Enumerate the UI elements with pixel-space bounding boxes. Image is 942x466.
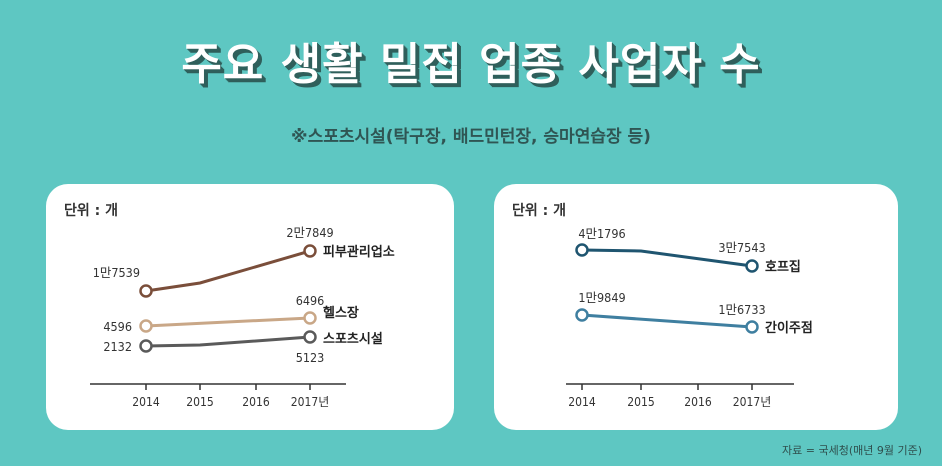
data-point-left	[139, 339, 153, 353]
data-label-right: 1만6733	[718, 302, 765, 317]
x-tick-label-right: 2015	[627, 395, 654, 409]
series-line-left	[145, 335, 311, 348]
data-point-left	[139, 319, 153, 333]
x-tick-label-left: 2015	[186, 395, 213, 409]
data-point-left	[303, 330, 317, 344]
series-name-left: 스포츠시설	[323, 332, 383, 347]
x-tick-label-right: 2014	[568, 395, 596, 409]
left-line-chart: 2014 2015 2016 2017년 1만7539 2만7849 피부관리업소 4596 6…	[90, 225, 395, 409]
series-line-right	[581, 248, 753, 268]
data-point-left	[139, 284, 153, 298]
data-point-right	[745, 320, 759, 334]
source-note: 자료 = 국세청(매년 9월 기준)	[782, 444, 922, 457]
data-label-left: 4596	[103, 319, 132, 334]
data-label-left: 6496	[296, 293, 325, 308]
series-line-right	[581, 313, 753, 329]
data-point-right	[745, 259, 759, 273]
page-title: 주요 생활 밀접 업종 사업자 수	[181, 39, 761, 90]
left-chart-panel: 단위 : 개 2014 2015 2016 2017년 1만7539 2만7849 피부관리…	[46, 184, 454, 430]
x-tick-label-right: 2016	[684, 395, 712, 409]
data-label-right: 4만1796	[578, 226, 625, 241]
data-label-left: 2만7849	[286, 225, 333, 240]
data-label-left: 2132	[103, 339, 132, 354]
series-name-left: 헬스장	[323, 305, 359, 321]
unit-label-right: 단위 : 개	[512, 203, 566, 219]
data-point-right	[575, 308, 589, 322]
data-point-left	[303, 311, 317, 325]
data-point-left	[303, 244, 317, 258]
series-name-right: 호프집	[765, 260, 801, 275]
x-tick-label-left: 2016	[242, 395, 270, 409]
data-label-right: 3만7543	[718, 240, 765, 255]
x-tick-label-left: 2014	[132, 395, 160, 409]
right-chart-panel: 단위 : 개 2014 2015 2016 2017년 4만1796 3만7543 호프집 1…	[494, 184, 898, 430]
page-subtitle: ※스포츠시설(탁구장, 배드민턴장, 승마연습장 등)	[291, 127, 651, 147]
data-label-left: 5123	[296, 350, 325, 365]
data-label-left: 1만7539	[93, 265, 140, 280]
x-tick-label-right: 2017년	[733, 395, 772, 409]
unit-label-left: 단위 : 개	[64, 203, 118, 219]
series-line-left	[145, 316, 311, 328]
x-tick-label-left: 2017년	[291, 395, 330, 409]
data-label-right: 1만9849	[578, 290, 625, 305]
series-name-right: 간이주점	[765, 320, 813, 336]
data-point-right	[575, 243, 589, 257]
series-name-left: 피부관리업소	[323, 244, 395, 260]
series-line-left	[145, 249, 311, 293]
